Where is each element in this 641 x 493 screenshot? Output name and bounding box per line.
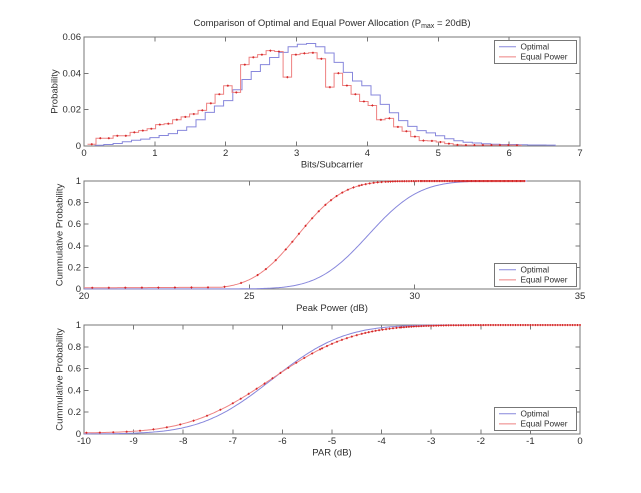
- svg-text:Optimal: Optimal: [521, 409, 550, 419]
- svg-text:Cummulative Probability: Cummulative Probability: [55, 328, 66, 431]
- svg-text:0: 0: [76, 284, 81, 295]
- svg-text:0.04: 0.04: [63, 68, 82, 79]
- svg-text:-9: -9: [129, 436, 137, 447]
- svg-text:1: 1: [76, 320, 81, 331]
- svg-text:7: 7: [577, 148, 582, 159]
- svg-text:20: 20: [79, 291, 90, 302]
- svg-text:35: 35: [575, 291, 586, 302]
- svg-text:0: 0: [577, 436, 582, 447]
- svg-text:Comparison of Optimal and Equa: Comparison of Optimal and Equal Power Al…: [193, 18, 470, 30]
- svg-text:-5: -5: [328, 436, 336, 447]
- svg-text:25: 25: [244, 291, 255, 302]
- svg-text:0.6: 0.6: [68, 219, 81, 230]
- svg-text:PAR (dB): PAR (dB): [312, 448, 351, 459]
- svg-text:1: 1: [152, 148, 157, 159]
- svg-text:2: 2: [223, 148, 228, 159]
- svg-text:-6: -6: [278, 436, 286, 447]
- svg-text:0.2: 0.2: [68, 262, 81, 273]
- svg-text:-7: -7: [229, 436, 237, 447]
- svg-text:0.8: 0.8: [68, 342, 81, 353]
- svg-text:Cummulative Probability: Cummulative Probability: [55, 184, 66, 287]
- svg-text:3: 3: [294, 148, 299, 159]
- svg-text:0.8: 0.8: [68, 198, 81, 209]
- svg-text:30: 30: [409, 291, 420, 302]
- svg-text:-8: -8: [179, 436, 187, 447]
- svg-text:0.2: 0.2: [68, 407, 81, 418]
- svg-text:0.02: 0.02: [63, 105, 82, 116]
- svg-text:-2: -2: [477, 436, 485, 447]
- svg-text:5: 5: [436, 148, 441, 159]
- svg-text:Bits/Subcarrier: Bits/Subcarrier: [301, 160, 363, 171]
- svg-text:0: 0: [81, 148, 86, 159]
- svg-text:6: 6: [506, 148, 511, 159]
- svg-text:-3: -3: [427, 436, 435, 447]
- svg-text:Probability: Probability: [50, 69, 61, 114]
- svg-text:0.6: 0.6: [68, 364, 81, 375]
- svg-text:Optimal: Optimal: [521, 42, 550, 52]
- svg-text:4: 4: [365, 148, 370, 159]
- svg-text:0.4: 0.4: [68, 385, 81, 396]
- svg-text:Optimal: Optimal: [521, 265, 550, 275]
- svg-text:0.4: 0.4: [68, 241, 81, 252]
- svg-text:-4: -4: [377, 436, 385, 447]
- svg-text:0: 0: [76, 141, 81, 152]
- svg-text:0: 0: [76, 429, 81, 440]
- svg-text:-10: -10: [77, 436, 91, 447]
- svg-text:Equal Power: Equal Power: [521, 52, 568, 62]
- svg-text:1: 1: [76, 176, 81, 187]
- svg-text:Equal Power: Equal Power: [521, 419, 568, 429]
- svg-text:-1: -1: [526, 436, 534, 447]
- svg-text:0.06: 0.06: [63, 32, 82, 43]
- svg-text:Peak Power (dB): Peak Power (dB): [296, 303, 368, 314]
- svg-text:Equal Power: Equal Power: [521, 275, 568, 285]
